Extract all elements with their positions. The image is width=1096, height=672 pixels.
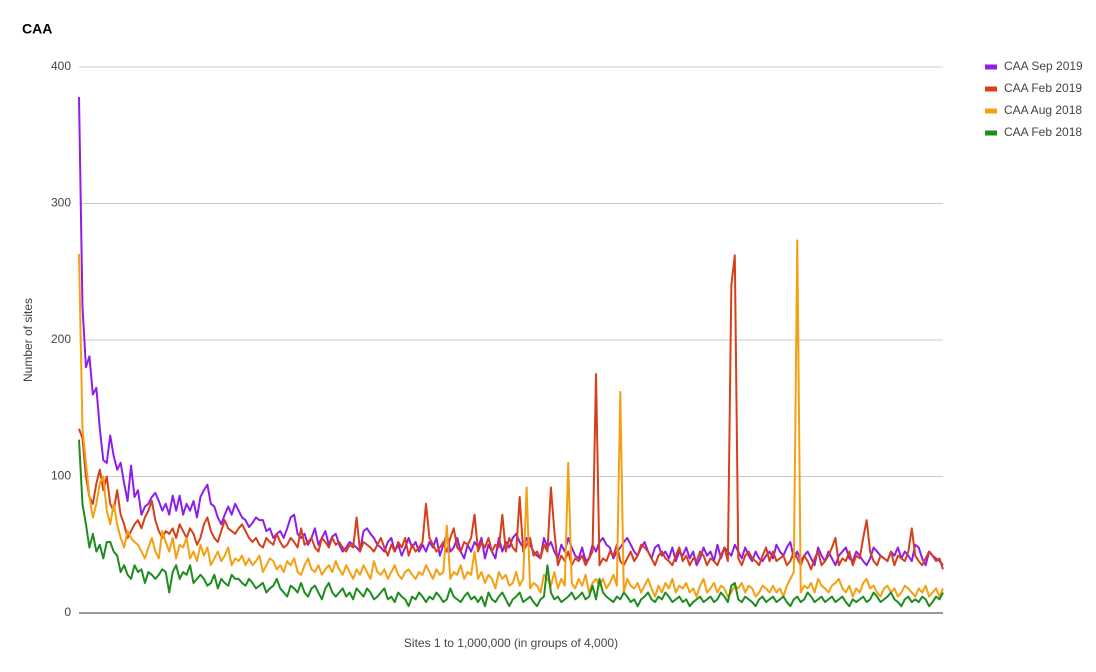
legend-swatch bbox=[985, 130, 997, 136]
y-tick-label: 300 bbox=[51, 196, 71, 210]
legend-swatch bbox=[985, 86, 997, 92]
legend-swatch bbox=[985, 108, 997, 114]
series-line bbox=[78, 239, 944, 598]
y-tick-label: 100 bbox=[51, 469, 71, 483]
chart-title: CAA bbox=[22, 21, 52, 37]
x-axis-label: Sites 1 to 1,000,000 (in groups of 4,000… bbox=[404, 636, 618, 650]
legend-label: CAA Aug 2018 bbox=[1004, 103, 1082, 117]
series-line bbox=[78, 254, 944, 571]
legend-swatch bbox=[985, 64, 997, 70]
series-line bbox=[78, 97, 944, 567]
legend-label: CAA Sep 2019 bbox=[1004, 59, 1083, 73]
y-axis-label: Number of sites bbox=[21, 298, 35, 382]
legend-label: CAA Feb 2019 bbox=[1004, 81, 1082, 95]
legend-label: CAA Feb 2018 bbox=[1004, 125, 1082, 139]
y-tick-label: 200 bbox=[51, 332, 71, 346]
y-tick-label: 400 bbox=[51, 59, 71, 73]
y-tick-label: 0 bbox=[64, 605, 71, 619]
series-line bbox=[78, 439, 944, 608]
